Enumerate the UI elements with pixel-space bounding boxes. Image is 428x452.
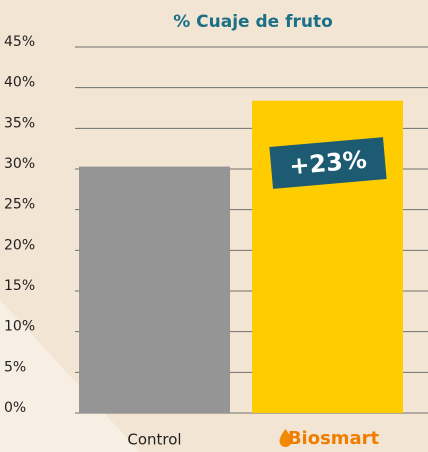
- x-tick-label: Control: [127, 431, 181, 449]
- annotation-badge: +23%: [269, 137, 387, 189]
- bar: [79, 166, 230, 413]
- y-tick-label: 45%: [4, 34, 35, 50]
- y-tick-label: 0%: [4, 400, 26, 416]
- x-labels: Control Biosmart: [127, 428, 379, 449]
- y-tick-label: 10%: [4, 319, 35, 335]
- y-tick-label: 15%: [4, 278, 35, 294]
- y-tick-label: 35%: [4, 115, 35, 131]
- bars: [79, 100, 403, 414]
- y-tick-label: 5%: [4, 359, 26, 375]
- background-accent: [0, 300, 140, 452]
- y-tick-label: 30%: [4, 156, 35, 172]
- annotation-box: [269, 137, 387, 189]
- y-tick-label: 20%: [4, 237, 35, 253]
- y-tick-label: 40%: [4, 75, 35, 91]
- x-tick-label: Biosmart: [288, 428, 380, 449]
- y-tick-label: 25%: [4, 197, 35, 213]
- annotation: +23%: [288, 146, 368, 181]
- logo-drop: [279, 429, 292, 447]
- chart-title: % Cuaje de fruto: [173, 12, 333, 32]
